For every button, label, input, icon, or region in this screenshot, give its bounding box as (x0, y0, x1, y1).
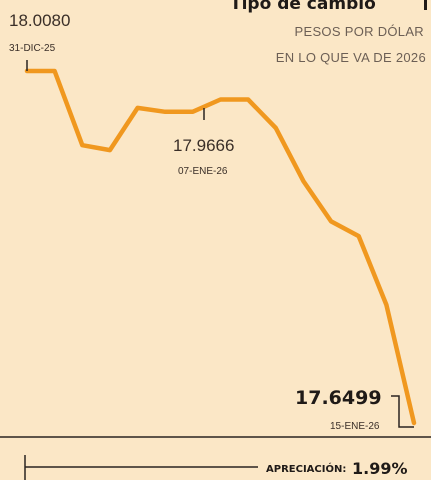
series-line (24, 68, 417, 426)
end-value-label: 17.6499 (295, 387, 382, 409)
start-value-label: 18.0080 (9, 11, 70, 30)
appreciation-label: APRECIACIÓN: (266, 462, 346, 475)
mid-date-label: 07-ENE-26 (178, 166, 228, 177)
title-bar-mark (424, 0, 427, 10)
appreciation-footer: APRECIACIÓN: 1.99% (24, 455, 408, 480)
chart-subtitle-line1: PESOS POR DÓLAR (295, 24, 424, 39)
start-date-label: 31-DIC-25 (9, 43, 56, 54)
end-bracket (391, 395, 414, 428)
annotation-start: 18.0080 31-DIC-25 (9, 11, 70, 71)
chart-title: Tipo de cambio (230, 0, 376, 14)
end-date-label: 15-ENE-26 (330, 421, 380, 432)
annotation-end: 17.6499 15-ENE-26 (295, 387, 414, 432)
annotation-mid: 17.9666 07-ENE-26 (173, 108, 234, 177)
mid-value-label: 17.9666 (173, 136, 234, 155)
chart-subtitle-line2: EN LO QUE VA DE 2026 (276, 50, 426, 65)
appreciation-value: 1.99% (352, 459, 408, 478)
